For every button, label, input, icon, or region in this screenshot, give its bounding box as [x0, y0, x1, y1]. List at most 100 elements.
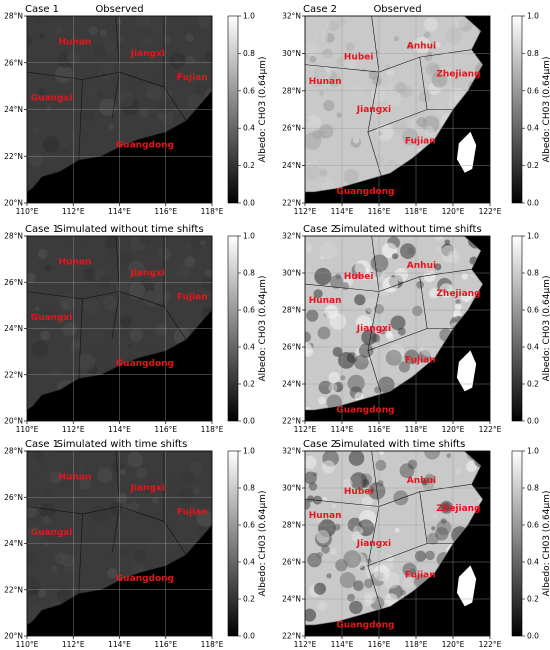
x-tick-label: 112°E	[62, 425, 85, 434]
x-tick-label: 110°E	[16, 207, 39, 216]
y-tick-label: 28°N	[282, 306, 301, 315]
coastline	[304, 450, 483, 626]
colorbar-tick-label: 1.0	[243, 12, 255, 21]
x-tick-label: 118°E	[201, 207, 224, 216]
colorbar-tick-label: 0.0	[527, 632, 539, 641]
y-tick-label: 26°N	[282, 124, 301, 133]
case-label: Case 2	[303, 4, 337, 15]
province-label: Zhejiang	[436, 504, 480, 514]
colorbar-tick-label: 1.0	[527, 232, 539, 241]
panel-title: Simulated with time shifts	[57, 439, 188, 450]
y-tick-label: 28°N	[4, 447, 23, 456]
colorbar-tick-label: 0.2	[243, 380, 255, 389]
colorbar-tick-label: 0.2	[527, 380, 539, 389]
x-tick-label: 116°E	[368, 425, 391, 434]
panel-title: Simulated without time shifts	[335, 224, 482, 235]
colorbar	[227, 235, 239, 422]
y-tick-label: 32°N	[282, 232, 301, 241]
y-tick-label: 28°N	[282, 86, 301, 95]
province-label: Guangxi	[31, 528, 73, 538]
province-label: Guangdong	[336, 620, 394, 630]
case-label: Case 2	[303, 439, 337, 450]
x-tick-label: 110°E	[16, 640, 39, 649]
x-tick-label: 122°E	[479, 640, 502, 649]
colorbar-label: Albedo: CH03 (0.64μm)	[542, 57, 550, 163]
y-tick-label: 32°N	[282, 447, 301, 456]
y-tick-label: 24°N	[4, 105, 23, 114]
colorbar-tick-label: 0.4	[243, 124, 255, 133]
colorbar-tick-label: 1.0	[243, 447, 255, 456]
province-label: Anhui	[407, 476, 436, 486]
map-frame	[26, 235, 213, 422]
province-label: Anhui	[407, 261, 436, 271]
x-tick-label: 112°E	[294, 640, 317, 649]
province-boundary	[367, 235, 383, 399]
colorbar-tick-label: 1.0	[527, 447, 539, 456]
taiwan-outline	[456, 564, 477, 608]
x-tick-label: 112°E	[294, 207, 317, 216]
case-label: Case 1	[25, 4, 59, 15]
colorbar-tick-label: 0.8	[527, 269, 539, 278]
province-label: Jiangxi	[130, 268, 165, 278]
x-tick-label: 116°E	[368, 640, 391, 649]
case-label: Case 2	[303, 224, 337, 235]
coastline	[304, 235, 483, 411]
y-tick-label: 30°N	[282, 484, 301, 493]
colorbar-label: Albedo: CH03 (0.64μm)	[542, 491, 550, 597]
province-boundary	[78, 298, 83, 379]
colorbar-tick-label: 0.0	[527, 417, 539, 426]
colorbar-label: Albedo: CH03 (0.64μm)	[258, 276, 268, 382]
x-tick-label: 120°E	[442, 207, 465, 216]
x-tick-label: 118°E	[405, 425, 428, 434]
province-label: Zhejiang	[436, 69, 480, 79]
colorbar-tick-label: 0.8	[243, 269, 255, 278]
province-label: Guangxi	[31, 94, 73, 104]
colorbar-tick-label: 0.6	[527, 86, 539, 95]
y-tick-label: 24°N	[282, 161, 301, 170]
colorbar-tick-label: 0.8	[243, 49, 255, 58]
province-label: Fujian	[405, 137, 436, 147]
x-tick-label: 112°E	[294, 425, 317, 434]
colorbar-tick-label: 0.8	[243, 484, 255, 493]
province-label: Fujian	[177, 293, 208, 303]
panel-title: Simulated without time shifts	[57, 224, 204, 235]
x-tick-label: 114°E	[331, 425, 354, 434]
x-tick-label: 116°E	[154, 640, 177, 649]
province-label: Hubei	[344, 272, 374, 282]
province-label: Anhui	[407, 41, 436, 51]
x-tick-label: 120°E	[442, 640, 465, 649]
y-tick-label: 26°N	[4, 493, 23, 502]
province-label: Guangxi	[31, 313, 73, 323]
province-label: Jiangxi	[130, 49, 165, 59]
x-tick-label: 116°E	[154, 207, 177, 216]
province-label: Hubei	[344, 53, 374, 63]
province-label: Fujian	[405, 355, 436, 365]
province-boundary	[78, 513, 83, 594]
x-tick-label: 112°E	[62, 207, 85, 216]
map-frame	[304, 235, 491, 422]
x-tick-label: 118°E	[201, 425, 224, 434]
colorbar-tick-label: 0.2	[527, 595, 539, 604]
colorbar-tick-label: 0.0	[243, 199, 255, 208]
x-tick-label: 120°E	[442, 425, 465, 434]
y-tick-label: 22°N	[282, 632, 301, 641]
panel-title: Simulated with time shifts	[335, 439, 466, 450]
colorbar-tick-label: 0.8	[527, 49, 539, 58]
province-label: Jiangxi	[130, 483, 165, 493]
colorbar-tick-label: 0.8	[527, 484, 539, 493]
province-label: Jiangxi	[356, 539, 391, 549]
province-boundary	[367, 450, 383, 614]
x-tick-label: 112°E	[62, 640, 85, 649]
colorbar-tick-label: 0.2	[527, 161, 539, 170]
province-boundary	[78, 79, 83, 161]
y-tick-label: 26°N	[282, 558, 301, 567]
x-tick-label: 114°E	[331, 207, 354, 216]
colorbar-tick-label: 0.4	[243, 558, 255, 567]
colorbar	[227, 15, 239, 204]
x-tick-label: 122°E	[479, 207, 502, 216]
x-tick-label: 114°E	[108, 640, 131, 649]
province-label: Guangdong	[336, 405, 394, 415]
colorbar-label: Albedo: CH03 (0.64μm)	[258, 491, 268, 597]
province-label: Hunan	[309, 511, 342, 521]
